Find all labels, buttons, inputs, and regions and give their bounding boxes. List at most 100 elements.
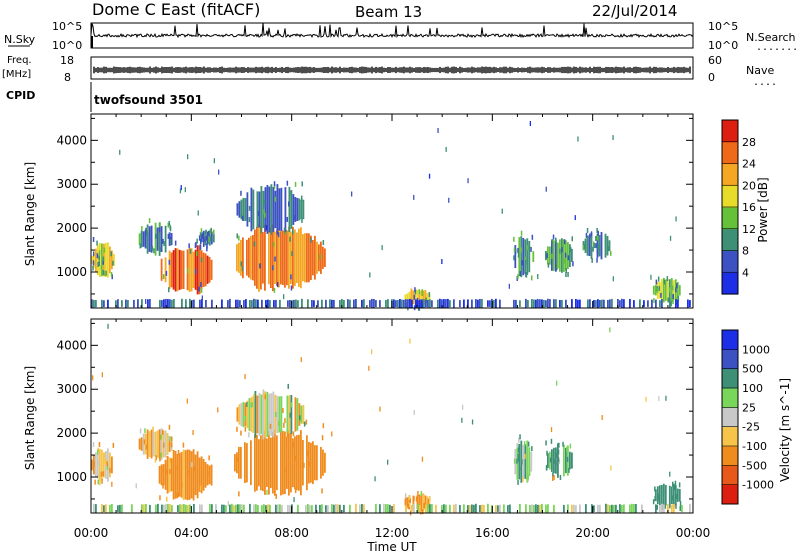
- velocity-cell-region-9: [201, 504, 203, 513]
- velocity-speckle: [152, 426, 154, 432]
- velocity-speckle: [96, 449, 99, 455]
- power-cell-region-11: [279, 299, 281, 308]
- power-cell-region-11: [253, 298, 255, 308]
- power-cell-region-5: [270, 184, 273, 235]
- velocity-speckle: [559, 475, 562, 480]
- velocity-cell-region-2: [160, 464, 163, 486]
- freq-tick-low: 8: [64, 71, 71, 84]
- power-cell-region-2: [180, 250, 183, 290]
- beam-title: Beam 13: [355, 3, 422, 21]
- power-speckle: [158, 227, 161, 233]
- power-cell-region-2: [200, 250, 203, 290]
- power-speckle: [139, 243, 141, 249]
- power-cell-region-11: [595, 300, 597, 308]
- power-cell-region-3: [200, 233, 203, 243]
- power-speckle: [162, 238, 164, 244]
- power-cell-region-11: [275, 299, 277, 308]
- power-cell-region-5: [264, 187, 267, 232]
- velocity-speckle: [283, 422, 285, 428]
- velocity-speckle: [182, 482, 184, 488]
- velocity-cell-region-4: [252, 395, 255, 433]
- velocity-speckle: [248, 432, 250, 438]
- velocity-cell-region-2: [182, 449, 185, 500]
- power-speckle: [596, 228, 598, 233]
- nsearch-label: N.Search: [746, 31, 796, 44]
- velocity-cell-region-4: [240, 402, 243, 427]
- velocity-speckle: [656, 504, 658, 510]
- velocity-cell-region-9: [575, 505, 577, 512]
- y-tick-label: 4000: [56, 133, 87, 147]
- power-cell-region-11: [117, 299, 119, 308]
- velocity-speckle: [177, 449, 180, 455]
- power-cell-region-9: [590, 232, 593, 259]
- power-speckle: [283, 227, 286, 233]
- power-cell-region-11: [443, 299, 445, 308]
- power-cell-region-10: [660, 279, 663, 302]
- velocity-cell-region-1: [166, 433, 169, 456]
- velocity-cell-region-1: [146, 429, 149, 459]
- power-cell-region-11: [249, 300, 251, 308]
- power-cell-region-4: [294, 229, 296, 286]
- power-cell-region-11: [235, 299, 237, 308]
- power-speckle: [206, 243, 208, 249]
- nave-tick-low: 0: [708, 71, 715, 84]
- power-cell-region-11: [577, 299, 579, 308]
- colorbar-swatch: [722, 426, 738, 447]
- power-speckle: [519, 271, 521, 276]
- velocity-speckle: [408, 495, 411, 500]
- velocity-cell-region-9: [275, 504, 277, 513]
- velocity-isolated-point: [186, 398, 188, 404]
- velocity-speckle: [566, 456, 569, 462]
- velocity-cell-region-8: [676, 488, 679, 502]
- power-cell-region-11: [449, 300, 451, 308]
- velocity-isolated-point: [461, 417, 463, 423]
- colorbar-tick-label: 20: [742, 179, 756, 192]
- power-isolated-point: [413, 194, 415, 200]
- y-tick-label: 2000: [56, 426, 87, 440]
- velocity-cell-region-3: [300, 430, 302, 496]
- power-cell-region-11: [229, 298, 231, 308]
- velocity-speckle: [155, 455, 157, 461]
- power-speckle: [104, 271, 106, 276]
- power-cell-region-4: [270, 227, 272, 288]
- power-cell-region-11: [221, 299, 223, 308]
- velocity-cell-region-2: [186, 449, 189, 501]
- power-isolated-point: [179, 188, 182, 194]
- power-cell-region-11: [633, 300, 635, 308]
- velocity-cell-region-9: [237, 504, 239, 513]
- power-cell-region-4: [280, 231, 282, 285]
- power-cell-region-11: [295, 299, 297, 308]
- power-cell-region-11: [363, 299, 365, 308]
- velocity-cell-region-3: [256, 434, 258, 491]
- velocity-cell-region-9: [331, 504, 333, 513]
- power-speckle: [517, 247, 519, 253]
- power-cell-region-4: [316, 241, 318, 274]
- power-cell-region-11: [181, 298, 183, 308]
- power-cell-region-11: [161, 300, 163, 307]
- power-cell-region-6: [420, 290, 423, 304]
- velocity-cell-region-9: [145, 504, 147, 513]
- velocity-cell-region-1: [148, 431, 151, 457]
- colorbar-tick-label: 16: [742, 201, 756, 214]
- power-isolated-point: [669, 235, 672, 241]
- velocity-cell-region-3: [302, 440, 304, 486]
- power-speckle: [607, 246, 610, 252]
- power-cell-region-8: [557, 242, 559, 269]
- velocity-speckle: [307, 450, 309, 456]
- velocity-cell-region-9: [473, 504, 475, 513]
- power-speckle: [209, 236, 212, 242]
- velocity-cell-region-9: [199, 504, 201, 513]
- power-cell-region-4: [314, 235, 316, 280]
- velocity-speckle: [562, 441, 564, 447]
- power-isolated-point: [545, 186, 547, 192]
- velocity-speckle: [280, 452, 282, 458]
- power-cell-region-4: [238, 242, 240, 273]
- velocity-cell-region-9: [449, 504, 451, 513]
- power-cell-region-11: [441, 299, 443, 308]
- power-cell-region-11: [169, 299, 171, 308]
- power-cell-region-11: [541, 299, 543, 308]
- power-cell-region-7: [524, 239, 527, 274]
- velocity-cell-region-4: [272, 391, 275, 438]
- power-cell-region-11: [423, 299, 425, 308]
- velocity-isolated-point: [300, 357, 302, 363]
